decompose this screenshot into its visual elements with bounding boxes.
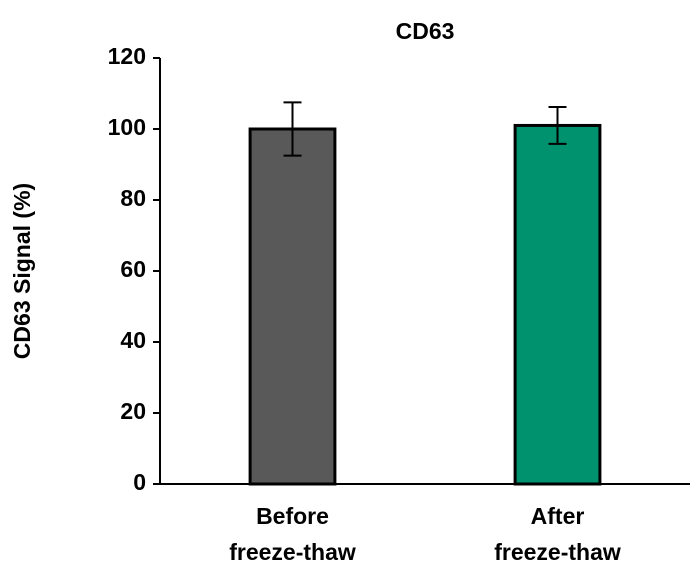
x-tick-label: After freeze-thaw	[494, 503, 621, 565]
y-tick-label: 120	[108, 43, 146, 69]
error-bar	[548, 105, 567, 145]
chart-title: CD63	[396, 18, 455, 44]
error-bar	[283, 101, 302, 157]
y-tick-label: 60	[120, 256, 146, 282]
y-tick-label: 40	[120, 327, 146, 353]
y-tick-label: 100	[108, 114, 146, 140]
y-axis-label: CD63 Signal (%)	[9, 183, 35, 359]
y-tick-label: 80	[120, 185, 146, 211]
bar	[248, 127, 337, 486]
x-tick-label: Before freeze-thaw	[229, 503, 356, 565]
y-tick-label: 20	[120, 398, 146, 424]
bar	[513, 123, 602, 486]
y-tick-label: 0	[133, 469, 146, 495]
